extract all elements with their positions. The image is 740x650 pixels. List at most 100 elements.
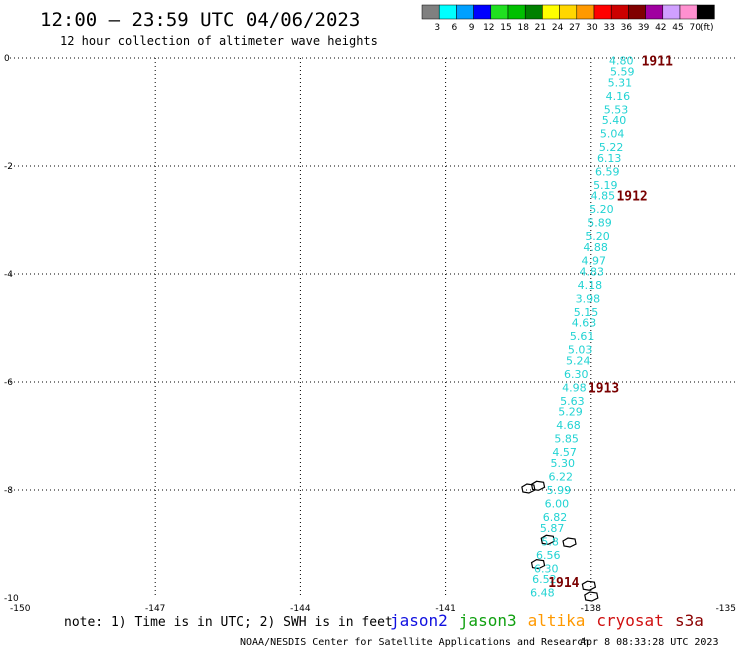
wave-height-value: 5.89: [587, 217, 612, 230]
wave-height-value: 5.24: [566, 354, 591, 367]
legend-swatch: [438, 4, 457, 20]
legend-tick-label: 12: [483, 23, 494, 33]
lat-tick-label: -10: [4, 594, 19, 604]
lat-lon-grid: [10, 57, 736, 598]
legend-swatch: [473, 4, 492, 20]
legend-tick-label: 3: [434, 23, 440, 33]
lat-tick-label: -4: [4, 270, 13, 280]
legend-tick-label: 70: [689, 23, 701, 33]
color-legend: 3 6 9 12 15 18 21 24 27 30 33 36 39 42 45 70: [421, 4, 715, 33]
legend-tick-label: 45: [672, 23, 683, 33]
legend-swatch: [576, 4, 595, 20]
lon-tick-label: -147: [145, 604, 165, 614]
lon-tick-label: -150: [10, 604, 31, 614]
wave-height-value: 5.53: [604, 103, 629, 116]
track-time-labels: 1911 1912 1913 1914: [548, 55, 673, 591]
lat-tick-label: -6: [4, 378, 13, 388]
wave-height-value: 5.22: [599, 141, 624, 154]
lat-tick-label: 0: [4, 54, 10, 64]
legend-swatch: [421, 4, 440, 20]
wave-height-value: 5.8: [541, 535, 559, 548]
legend-tick-label: 30: [586, 23, 598, 33]
wave-height-value: 5.15: [574, 306, 599, 319]
legend-swatch: [662, 4, 681, 20]
altimeter-track: 4.805.595.314.165.535.405.045.226.136.59…: [530, 55, 634, 600]
legend-swatch: [679, 4, 698, 20]
legend-swatch: [490, 4, 509, 20]
wave-height-value: 5.20: [585, 230, 610, 243]
legend-swatch: [593, 4, 612, 20]
legend-tick-label: 36: [621, 23, 633, 33]
legend-tick-label: 15: [500, 23, 511, 33]
wave-height-value: 4.18: [578, 279, 603, 292]
lon-tick-label: -144: [290, 604, 311, 614]
legend-tick-label: 9: [469, 23, 475, 33]
wave-height-value: 5.87: [540, 522, 565, 535]
wave-height-value: 5.30: [550, 457, 575, 470]
lon-tick-label: -135: [716, 604, 736, 614]
island-outline: [530, 558, 546, 570]
wave-height-value: 4.88: [583, 241, 608, 254]
wave-height-value: 5.04: [600, 128, 625, 141]
credit-text: NOAA/NESDIS Center for Satellite Applica…: [240, 637, 589, 648]
map-title: 12:00 — 23:59 UTC 04/06/2023: [40, 9, 360, 31]
legend-swatch: [524, 4, 543, 20]
legend-tick-label: 39: [638, 23, 650, 33]
wave-height-value: 4.57: [552, 446, 577, 459]
wave-height-value: 6.52: [532, 573, 557, 586]
satellite-name: cryosat: [596, 611, 663, 630]
wave-height-value: 5.61: [570, 330, 595, 343]
wave-height-value: 3.98: [576, 292, 601, 305]
legend-swatch: [696, 4, 715, 20]
wave-height-value: 5.63: [560, 395, 585, 408]
wave-height-value: 6.48: [530, 587, 555, 600]
island-outline: [530, 480, 546, 491]
map-subtitle: 12 hour collection of altimeter wave hei…: [60, 34, 378, 48]
wave-height-value: 4.85: [591, 190, 616, 203]
legend-tick-label: 33: [603, 23, 614, 33]
legend-swatch: [645, 4, 664, 20]
wave-height-value: 6.30: [534, 562, 559, 575]
wave-height-value: 5.19: [593, 179, 618, 192]
track-time-label: 1911: [642, 55, 673, 70]
wave-height-value: 6.56: [536, 549, 561, 562]
lon-tick-label: -138: [581, 604, 602, 614]
legend-tick-label: 21: [535, 23, 546, 33]
lat-tick-label: -2: [4, 162, 13, 172]
legend-tick-label: 6: [452, 23, 458, 33]
axis-ticks: 0 -2 -4 -6 -8 -10-150 -147 -144 -141 -138 -135: [4, 54, 736, 614]
legend-swatch: [456, 4, 474, 20]
island-outline: [584, 591, 599, 602]
wave-height-value: 5.20: [589, 203, 614, 216]
legend-unit: (ft): [700, 23, 714, 33]
timestamp-text: Apr 8 08:33:28 UTC 2023: [580, 637, 718, 648]
wave-height-value: 4.98: [562, 381, 587, 394]
legend-tick-label: 18: [517, 23, 529, 33]
legend-swatch: [507, 4, 526, 20]
legend-swatch: [542, 4, 560, 20]
track-time-label: 1912: [616, 190, 647, 205]
lat-tick-label: -8: [4, 486, 13, 496]
wave-height-value: 6.82: [543, 511, 568, 524]
wave-height-value: 4.16: [606, 90, 631, 103]
footer-note: note: 1) Time is in UTC; 2) SWH is in fe…: [64, 615, 393, 630]
wave-height-value: 6.22: [549, 471, 574, 484]
wave-height-value: 4.63: [572, 317, 597, 330]
island-outline: [540, 534, 555, 545]
wave-height-value: 4.83: [580, 265, 605, 278]
legend-swatch: [559, 4, 578, 20]
wave-height-value: 4.68: [556, 419, 581, 432]
wave-height-value: 5.85: [554, 433, 579, 446]
wave-height-value: 5.40: [602, 114, 627, 127]
wave-height-value: 5.59: [610, 66, 635, 79]
wave-height-value: 6.59: [595, 165, 620, 178]
wave-height-value: 4.97: [581, 255, 606, 268]
track-time-label: 1913: [588, 381, 619, 396]
satellite-name: s3a: [675, 611, 704, 630]
legend-swatch: [628, 4, 646, 20]
legend-tick-label: 42: [655, 23, 666, 33]
wave-height-value: 5.03: [568, 344, 593, 357]
satellite-legend: jason2 jason3 altika cryosat s3a: [390, 611, 704, 630]
legend-tick-label: 27: [569, 23, 580, 33]
